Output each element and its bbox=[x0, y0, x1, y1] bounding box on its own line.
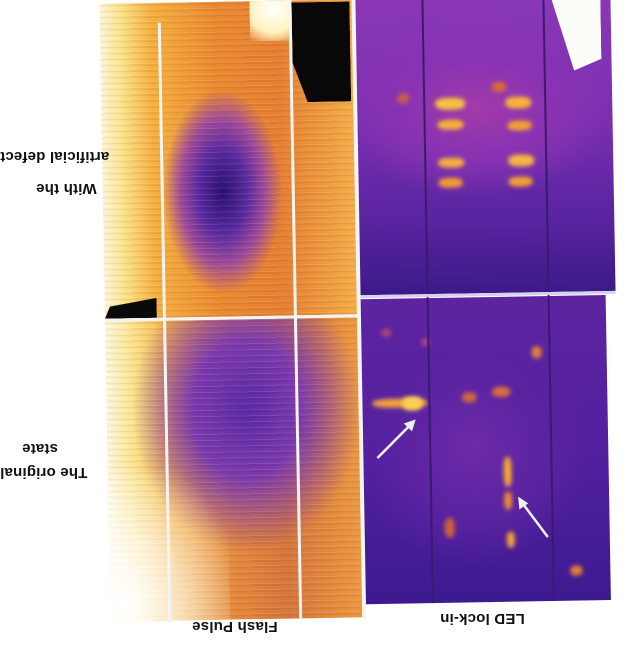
defect-arrow-2 bbox=[518, 496, 549, 538]
hotspot bbox=[508, 176, 533, 187]
hotspot bbox=[444, 517, 455, 538]
black-mask-block bbox=[291, 1, 351, 102]
hotspot bbox=[492, 386, 511, 398]
hotspot bbox=[508, 154, 535, 167]
hotspot bbox=[435, 97, 466, 110]
defect-hotspot-2 bbox=[503, 456, 512, 487]
hotspot bbox=[381, 328, 392, 337]
hotspot bbox=[570, 565, 583, 576]
black-mask-small bbox=[105, 298, 157, 319]
defect-hotspot-2b bbox=[504, 491, 513, 510]
hotspot bbox=[505, 96, 532, 109]
hotspot bbox=[438, 157, 465, 168]
hotspot bbox=[438, 177, 463, 188]
hotspot bbox=[507, 120, 532, 131]
row-label-top-line1: With the bbox=[36, 180, 97, 197]
white-corner-top-right bbox=[550, 0, 601, 71]
defect-hotspot-1b bbox=[402, 396, 423, 411]
white-corner-patch bbox=[249, 0, 291, 42]
flash-pulse-bottom-panel bbox=[104, 317, 366, 622]
hotspot bbox=[437, 119, 464, 130]
hotspot bbox=[491, 81, 507, 92]
column-label-flash-pulse: Flash Pulse bbox=[192, 618, 278, 635]
row-label-bottom-line2: state bbox=[22, 440, 59, 457]
hotspot bbox=[397, 93, 410, 104]
column-label-led-lockin: LED lock-in bbox=[440, 610, 525, 627]
hotspot bbox=[531, 346, 542, 359]
hotspot bbox=[462, 392, 477, 403]
defect-arrow-1 bbox=[376, 419, 416, 459]
flash-pulse-top-panel bbox=[99, 0, 360, 319]
row-label-bottom-line1: The original bbox=[0, 464, 88, 481]
led-lockin-top-panel bbox=[355, 0, 616, 296]
row-label-top-line2: artificial defect bbox=[0, 148, 110, 165]
